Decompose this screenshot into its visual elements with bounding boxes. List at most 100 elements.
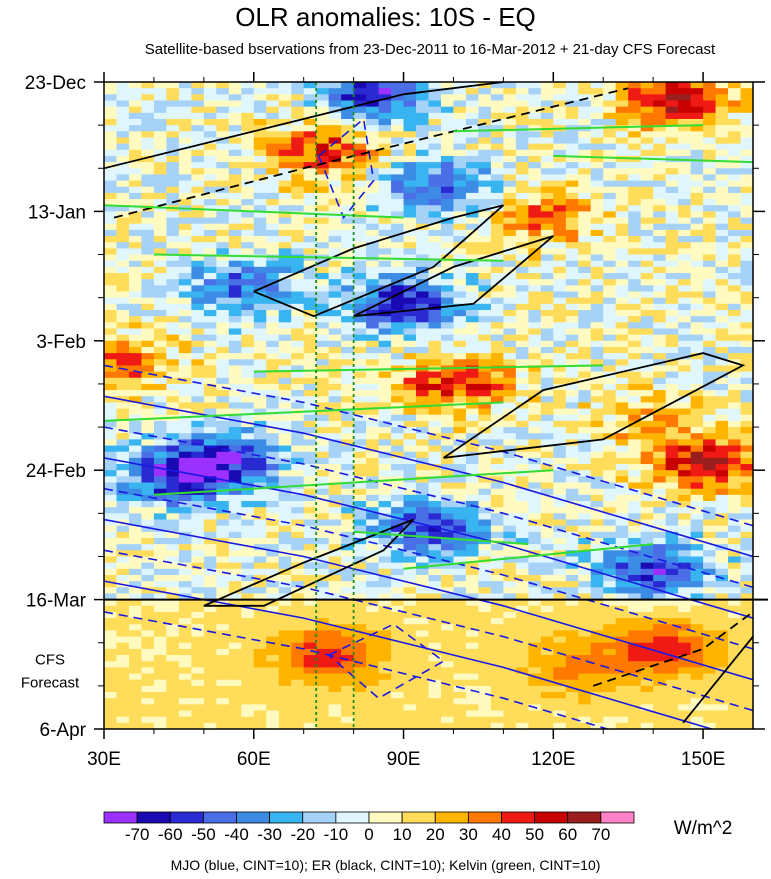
anomaly-cell	[640, 248, 654, 256]
anomaly-cell	[615, 445, 629, 453]
anomaly-cell	[191, 82, 205, 89]
anomaly-cell	[728, 593, 742, 601]
anomaly-cell	[728, 427, 742, 434]
anomaly-cell	[153, 383, 167, 391]
anomaly-cell	[291, 211, 305, 219]
anomaly-cell	[653, 574, 667, 582]
anomaly-cell	[291, 328, 305, 336]
anomaly-cell	[715, 470, 729, 477]
anomaly-cell	[603, 322, 617, 330]
anomaly-cell	[266, 88, 280, 95]
anomaly-cell	[565, 599, 579, 607]
anomaly-cell	[428, 162, 442, 169]
anomaly-cell	[278, 346, 292, 354]
anomaly-cell	[640, 149, 654, 157]
anomaly-cell	[128, 168, 143, 176]
anomaly-cell	[553, 353, 567, 360]
anomaly-cell	[428, 611, 442, 619]
anomaly-cell	[116, 217, 130, 225]
anomaly-cell	[116, 574, 130, 582]
anomaly-cell	[366, 488, 380, 496]
anomaly-cell	[503, 451, 517, 459]
anomaly-cell	[740, 303, 753, 311]
anomaly-cell	[515, 624, 529, 632]
anomaly-cell	[578, 174, 592, 182]
anomaly-cell	[515, 316, 529, 323]
anomaly-cell	[416, 525, 430, 533]
anomaly-cell	[603, 162, 617, 169]
anomaly-cell	[578, 88, 592, 95]
anomaly-cell	[503, 199, 517, 206]
anomaly-cell	[465, 118, 480, 126]
anomaly-cell	[266, 593, 280, 601]
anomaly-cell	[328, 82, 342, 89]
anomaly-cell	[353, 291, 367, 299]
anomaly-cell	[153, 328, 167, 336]
anomaly-cell	[341, 427, 355, 434]
anomaly-cell	[665, 353, 679, 360]
anomaly-cell	[353, 599, 367, 607]
anomaly-cell	[303, 433, 317, 440]
anomaly-cell	[440, 118, 455, 126]
anomaly-cell	[553, 655, 567, 662]
anomaly-cell	[341, 297, 355, 305]
anomaly-cell	[228, 470, 242, 477]
anomaly-cell	[104, 427, 118, 434]
anomaly-cell	[153, 192, 167, 200]
anomaly-cell	[366, 618, 380, 625]
anomaly-cell	[166, 556, 180, 564]
anomaly-cell	[578, 371, 592, 379]
anomaly-cell	[578, 266, 592, 274]
anomaly-cell	[153, 624, 167, 632]
anomaly-cell	[678, 186, 692, 194]
anomaly-cell	[241, 451, 255, 459]
anomaly-cell	[291, 414, 305, 422]
anomaly-cell	[166, 537, 180, 545]
anomaly-cell	[690, 205, 704, 212]
anomaly-cell	[353, 544, 367, 551]
anomaly-cell	[416, 390, 430, 397]
anomaly-cell	[690, 507, 704, 514]
anomaly-cell	[253, 661, 267, 668]
anomaly-cell	[703, 593, 717, 601]
anomaly-cell	[678, 507, 692, 514]
anomaly-cell	[540, 279, 554, 286]
anomaly-cell	[465, 390, 480, 397]
anomaly-cell	[615, 562, 629, 570]
anomaly-cell	[416, 334, 430, 342]
anomaly-cell	[690, 556, 704, 564]
anomaly-cell	[216, 402, 230, 410]
anomaly-cell	[278, 88, 292, 95]
anomaly-cell	[740, 433, 753, 440]
anomaly-cell	[116, 531, 130, 539]
anomaly-cell	[653, 254, 667, 262]
anomaly-cell	[678, 236, 692, 243]
anomaly-cell	[503, 464, 517, 471]
anomaly-cell	[266, 112, 280, 120]
anomaly-cell	[216, 346, 230, 354]
anomaly-cell	[241, 556, 255, 564]
anomaly-cell	[328, 488, 342, 496]
anomaly-cell	[403, 334, 417, 342]
anomaly-cell	[341, 174, 355, 182]
anomaly-cell	[228, 297, 242, 305]
anomaly-cell	[740, 273, 753, 280]
anomaly-cell	[740, 168, 753, 176]
anomaly-cell	[440, 143, 455, 151]
anomaly-cell	[166, 248, 180, 256]
anomaly-cell	[728, 365, 742, 373]
anomaly-cell	[553, 143, 567, 151]
anomaly-cell	[128, 100, 143, 108]
anomaly-cell	[278, 433, 292, 440]
anomaly-cell	[253, 507, 267, 514]
anomaly-cell	[540, 100, 554, 108]
anomaly-cell	[128, 661, 143, 668]
anomaly-cell	[216, 513, 230, 521]
anomaly-cell	[104, 100, 118, 108]
anomaly-cell	[528, 630, 542, 638]
anomaly-cell	[715, 507, 729, 514]
anomaly-cell	[366, 544, 380, 551]
anomaly-cell	[565, 260, 579, 268]
anomaly-cell	[740, 581, 753, 588]
anomaly-cell	[690, 180, 704, 188]
